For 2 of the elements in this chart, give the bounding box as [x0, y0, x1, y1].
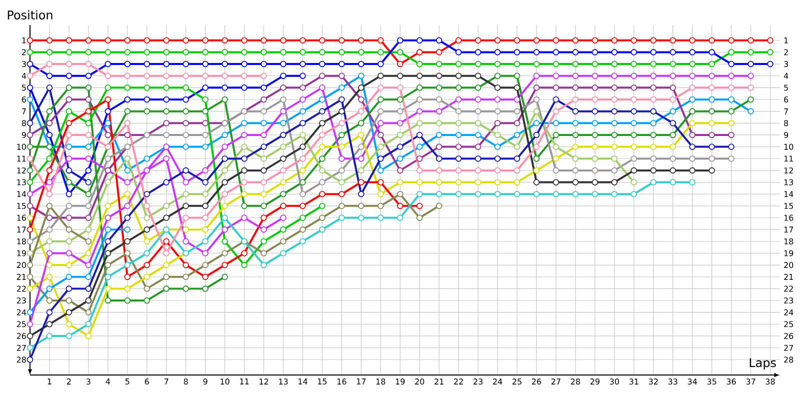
y-axis-title: Position: [8, 10, 52, 20]
x-axis-title: Laps: [750, 358, 776, 370]
